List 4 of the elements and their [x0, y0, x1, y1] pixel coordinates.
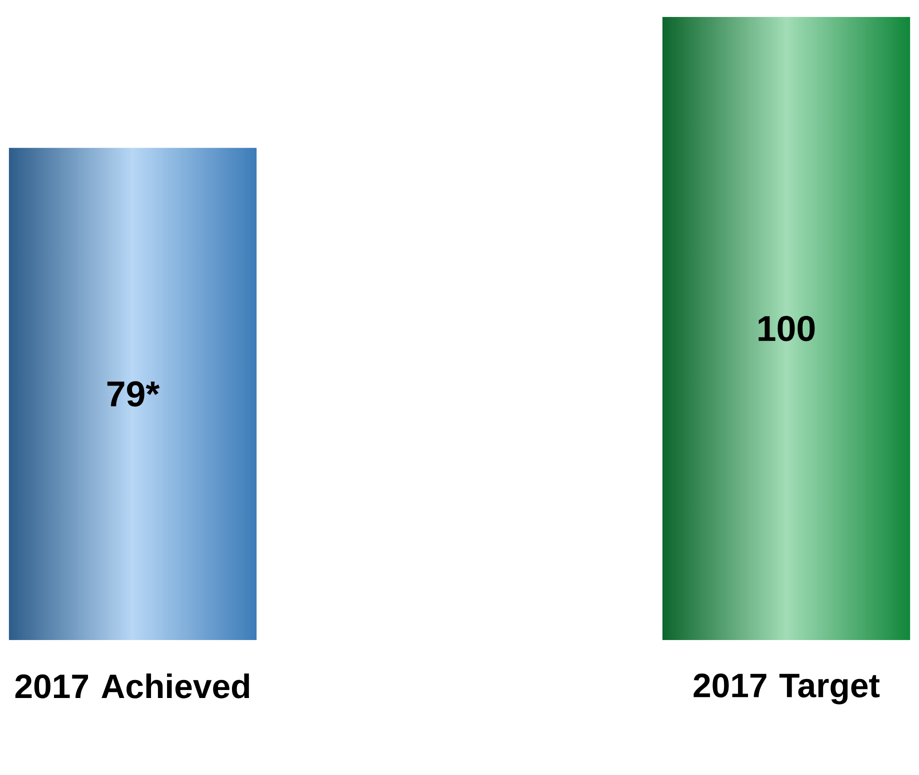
x-tick-label: 2017 Target [694, 674, 880, 705]
x-tick-label: 2017 Achieved [15, 674, 250, 699]
data-label: 100 [758, 316, 815, 342]
data-label: 79* [107, 382, 160, 407]
